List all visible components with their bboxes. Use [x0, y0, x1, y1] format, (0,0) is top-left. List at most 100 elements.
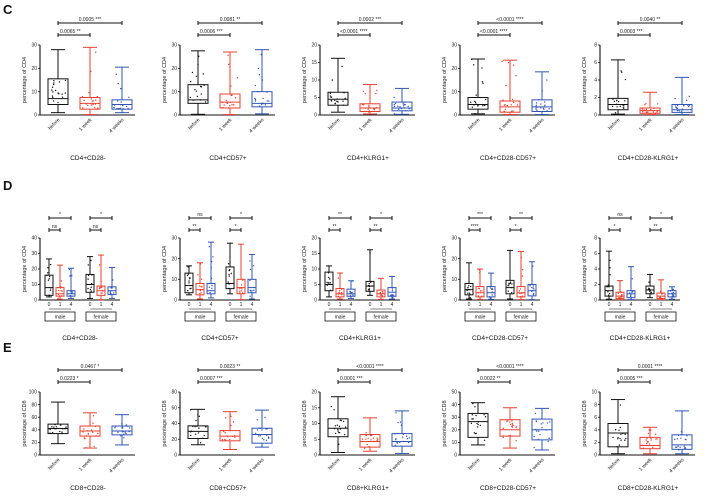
data-point [54, 89, 57, 92]
y-tick-label: 10 [311, 267, 317, 273]
data-point [53, 82, 55, 84]
data-point [624, 100, 626, 102]
y-tick-label: 20 [311, 43, 317, 49]
data-point [121, 427, 123, 429]
data-point [468, 292, 471, 294]
data-point [254, 84, 257, 87]
box-iqr [225, 266, 235, 290]
significance-label: *** [477, 212, 483, 218]
data-point [392, 297, 394, 299]
data-point [338, 293, 340, 295]
data-point [343, 92, 345, 94]
data-point [466, 289, 468, 292]
data-point [476, 426, 479, 428]
significance-bracket: <0.0001 **** [477, 29, 511, 37]
data-point [481, 290, 483, 292]
data-point [477, 295, 479, 297]
data-point [51, 89, 53, 91]
data-point [475, 103, 477, 105]
data-point [510, 104, 512, 106]
boxplot-c-cd4-klrg1-: 0 5 10 15 20 percentage of CD4 before 1 week 4 w… [302, 17, 415, 162]
significance-bracket: ** [328, 224, 341, 232]
data-point [507, 61, 510, 64]
data-point [341, 65, 343, 68]
data-point [117, 431, 119, 433]
data-point [48, 275, 51, 278]
significance-bracket: 0.0005 *** [617, 376, 651, 384]
data-point [265, 439, 268, 441]
box-iqr [55, 287, 65, 297]
y-tick-label: 30 [171, 43, 177, 49]
data-point [124, 431, 126, 433]
data-point [617, 438, 619, 440]
data-point [505, 84, 507, 87]
data-point [683, 445, 685, 447]
data-point [365, 434, 368, 436]
data-point [117, 107, 120, 110]
data-point [94, 103, 97, 105]
data-point [512, 101, 515, 104]
data-point [542, 107, 545, 110]
y-axis-label: percentage of CD4 [162, 246, 168, 292]
y-tick-label: 4 [594, 267, 597, 273]
y-tick-label: 15 [311, 251, 317, 257]
significance-label: ns [93, 224, 99, 230]
data-point [612, 98, 614, 100]
data-point [127, 425, 129, 427]
data-point [672, 288, 674, 291]
data-point [609, 259, 611, 261]
x-tick-label: 4 weeks [248, 457, 266, 475]
data-point [519, 288, 522, 290]
data-point [618, 297, 620, 299]
data-point [109, 292, 112, 295]
data-point [471, 418, 473, 420]
data-point [672, 291, 674, 294]
data-point [365, 431, 367, 434]
data-point [535, 102, 538, 104]
data-point [615, 103, 618, 105]
x-tick-label: 0 [48, 302, 51, 308]
data-point [337, 101, 339, 103]
data-point [87, 287, 89, 290]
data-point [55, 426, 58, 428]
y-axis-label: percentage of CD4 [302, 57, 308, 103]
data-point [407, 105, 409, 108]
data-point [57, 293, 60, 295]
data-point [471, 106, 474, 108]
data-point [195, 90, 197, 92]
data-point [535, 430, 538, 432]
data-point [368, 284, 371, 287]
group-label-male: male [475, 315, 486, 321]
data-point [680, 437, 682, 439]
y-axis-label: percentage of CD4 [22, 57, 28, 103]
data-point [231, 94, 233, 96]
box-3 [365, 249, 375, 296]
box-3 [225, 242, 235, 295]
data-point [394, 433, 396, 435]
data-point [128, 427, 131, 429]
data-point [251, 291, 253, 294]
data-point [655, 438, 657, 440]
data-point [249, 295, 251, 297]
data-point [69, 294, 72, 297]
data-point [369, 434, 372, 437]
y-tick-label: 15 [311, 60, 317, 66]
y-tick-label: 0 [34, 453, 37, 459]
data-point [521, 275, 524, 277]
data-point [59, 424, 62, 426]
data-point [109, 291, 111, 293]
data-point [484, 104, 486, 107]
data-point [546, 422, 549, 424]
subplot-title: CD8+CD28- [70, 485, 106, 492]
data-point [659, 296, 661, 298]
data-point [340, 419, 342, 422]
boxplot-c-cd4-cd57-: 0 10 20 30 percentage of CD4 before 1 week 4 we… [162, 17, 275, 162]
significance-bracket: * [229, 212, 253, 220]
data-point [194, 433, 197, 435]
data-point [47, 279, 50, 281]
data-point [210, 266, 212, 269]
group-label-box [324, 311, 356, 322]
data-point [338, 291, 340, 294]
data-point [378, 289, 381, 291]
data-point [467, 285, 470, 287]
